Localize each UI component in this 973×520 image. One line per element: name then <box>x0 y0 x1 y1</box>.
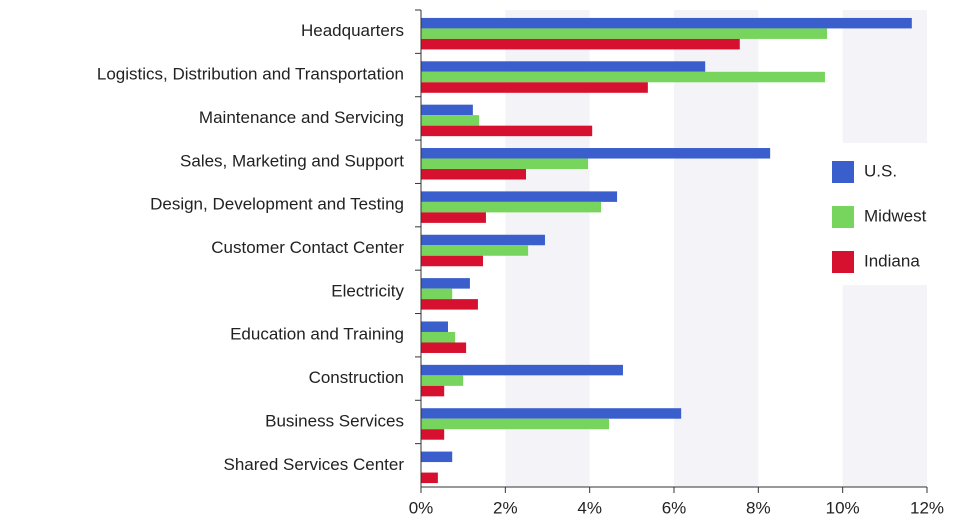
bar <box>421 408 682 419</box>
x-tick-label: 10% <box>826 498 860 517</box>
x-tick-label: 8% <box>746 498 771 517</box>
bar <box>421 82 648 93</box>
bar <box>421 28 828 39</box>
bar <box>421 61 706 72</box>
bar <box>421 104 473 116</box>
legend-label: Midwest <box>864 206 927 225</box>
bar <box>421 234 545 246</box>
y-tick-label: Business Services <box>265 411 404 430</box>
y-tick-label: Logistics, Distribution and Transportati… <box>97 65 404 84</box>
legend-label: U.S. <box>864 161 897 180</box>
bar <box>421 331 456 343</box>
bar <box>421 158 588 170</box>
y-tick-label: Maintenance and Servicing <box>199 108 404 127</box>
x-tick-label: 4% <box>577 498 602 517</box>
x-tick-label: 2% <box>493 498 518 517</box>
legend-swatch <box>832 161 854 183</box>
bar <box>421 472 438 484</box>
bar <box>421 169 526 180</box>
bar <box>421 299 478 310</box>
bar <box>421 255 483 267</box>
bar <box>421 375 464 386</box>
bar <box>421 278 470 289</box>
y-tick-label: Design, Development and Testing <box>150 195 404 214</box>
y-tick-label: Shared Services Center <box>224 455 405 474</box>
legend-swatch <box>832 251 854 273</box>
bar <box>421 191 618 202</box>
bar <box>421 245 529 256</box>
y-tick-label: Electricity <box>331 281 404 300</box>
y-tick-label: Construction <box>309 368 404 387</box>
x-tick-label: 6% <box>662 498 687 517</box>
bar <box>421 125 593 137</box>
bar <box>421 288 453 300</box>
x-tick-label: 0% <box>409 498 434 517</box>
bar <box>421 364 623 376</box>
y-tick-label: Headquarters <box>301 21 404 40</box>
bar <box>421 212 486 223</box>
y-tick-label: Sales, Marketing and Support <box>180 151 404 170</box>
bar <box>421 321 448 332</box>
bar <box>421 429 445 440</box>
bar <box>421 342 467 353</box>
bar <box>421 115 480 126</box>
legend-swatch <box>832 206 854 228</box>
y-tick-label: Education and Training <box>230 325 404 344</box>
y-tick-label: Customer Contact Center <box>211 238 404 257</box>
bar <box>421 17 912 29</box>
legend-label: Indiana <box>864 251 920 270</box>
bar <box>421 38 740 50</box>
bar <box>421 451 453 463</box>
x-tick-label: 12% <box>910 498 944 517</box>
bar <box>421 385 445 397</box>
bar <box>421 71 825 83</box>
bar <box>421 148 771 159</box>
background-band <box>674 10 759 487</box>
bar <box>421 418 610 430</box>
bar <box>421 201 602 213</box>
